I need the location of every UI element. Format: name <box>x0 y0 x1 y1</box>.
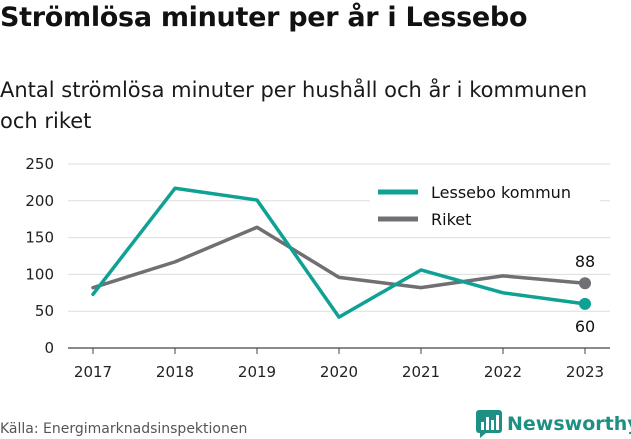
axes: 0 50 100 150 200 250 2017 2018 2019 2020 2021 2022 2… <box>25 155 604 381</box>
x-tick-label: 2021 <box>402 363 440 381</box>
x-tick-label: 2017 <box>74 363 112 381</box>
x-tick-label: 2019 <box>238 363 276 381</box>
chart-title: Strömlösa minuter per år i Lessebo <box>0 2 528 33</box>
legend-box <box>370 176 600 236</box>
x-tick-label: 2018 <box>156 363 194 381</box>
x-tick-label: 2020 <box>320 363 358 381</box>
x-tick-label: 2022 <box>484 363 522 381</box>
series-line-riket <box>91 225 587 290</box>
y-tick-label: 0 <box>44 339 54 357</box>
series-lines: 60 88 <box>91 186 595 336</box>
bar-chart-logo-icon <box>476 410 502 438</box>
line-chart: 0 50 100 150 200 250 2017 2018 2019 2020 2021 2022 2… <box>25 155 610 381</box>
y-tick-label: 200 <box>25 192 54 210</box>
x-tick-label: 2023 <box>566 363 604 381</box>
legend: Lessebo kommun Riket <box>370 176 600 236</box>
y-tick-label: 250 <box>25 155 54 173</box>
end-point-lessebo <box>579 297 591 310</box>
y-tick-label: 50 <box>35 302 54 320</box>
chart-subtitle: Antal strömlösa minuter per hushåll och … <box>0 78 588 133</box>
legend-label: Riket <box>431 210 471 229</box>
end-point-riket <box>579 277 591 290</box>
brand-name: Newsworthy <box>507 413 631 435</box>
end-value-label: 88 <box>575 252 595 271</box>
y-tick-label: 150 <box>25 229 54 247</box>
end-value-label: 60 <box>575 317 595 336</box>
legend-label: Lessebo kommun <box>431 183 571 202</box>
series-line-lessebo <box>91 186 587 319</box>
brand-logo: Newsworthy <box>476 409 631 439</box>
y-tick-label: 100 <box>25 265 54 283</box>
source-note: Källa: Energimarknadsinspektionen <box>0 421 248 437</box>
